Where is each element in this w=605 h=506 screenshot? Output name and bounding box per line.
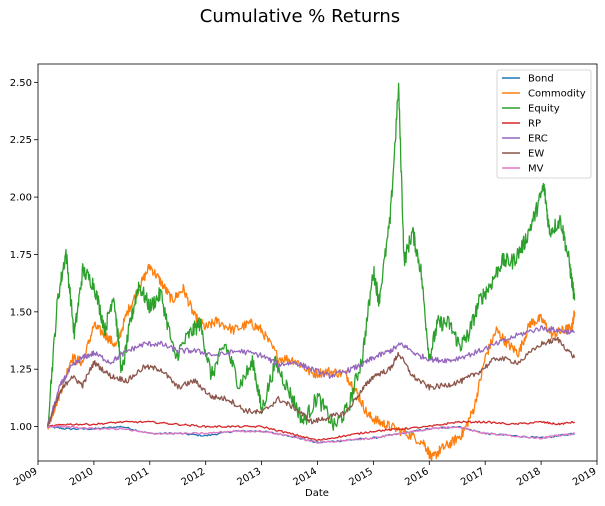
legend-label-equity: Equity	[528, 104, 560, 115]
chart-title: Cumulative % Returns	[200, 6, 400, 27]
series-line-equity	[47, 82, 576, 431]
y-tick-label: 2.25	[10, 135, 32, 146]
series-line-mv	[47, 425, 575, 444]
x-tick-label: 2019	[571, 466, 599, 488]
legend-label-commodity: Commodity	[528, 89, 586, 100]
series-line-bond	[47, 425, 575, 444]
x-tick-label: 2018	[515, 466, 543, 488]
x-tick-label: 2015	[347, 466, 375, 488]
x-tick-label: 2011	[124, 466, 152, 488]
x-tick-label: 2016	[403, 466, 431, 488]
legend-box	[496, 69, 592, 179]
x-tick-label: 2014	[291, 466, 319, 488]
legend: Bond Commodity Equity RP ERC EW MV	[496, 69, 592, 179]
legend-label-ew: EW	[528, 149, 544, 160]
series-layer	[46, 82, 576, 461]
x-tick-label: 2009	[12, 466, 40, 488]
x-axis-label: Date	[305, 488, 329, 499]
y-tick-label: 2.50	[10, 78, 32, 89]
legend-label-rp: RP	[528, 119, 541, 130]
y-tick-label: 2.00	[10, 193, 32, 204]
series-line-ew	[46, 336, 576, 427]
series-line-commodity	[46, 263, 576, 461]
x-tick-label: 2010	[68, 466, 96, 488]
legend-label-bond: Bond	[528, 74, 554, 85]
y-tick-label: 1.50	[10, 307, 32, 318]
legend-label-mv: MV	[528, 164, 544, 175]
y-tick-label: 1.75	[10, 250, 32, 261]
series-line-rp	[47, 420, 576, 441]
series-line-erc	[46, 325, 575, 427]
y-tick-label: 1.00	[10, 422, 32, 433]
x-tick-label: 2017	[459, 466, 487, 488]
y-tick-label: 1.25	[10, 365, 32, 376]
legend-label-erc: ERC	[528, 134, 548, 145]
x-tick-label: 2012	[180, 466, 208, 488]
x-tick-label: 2013	[236, 466, 264, 488]
